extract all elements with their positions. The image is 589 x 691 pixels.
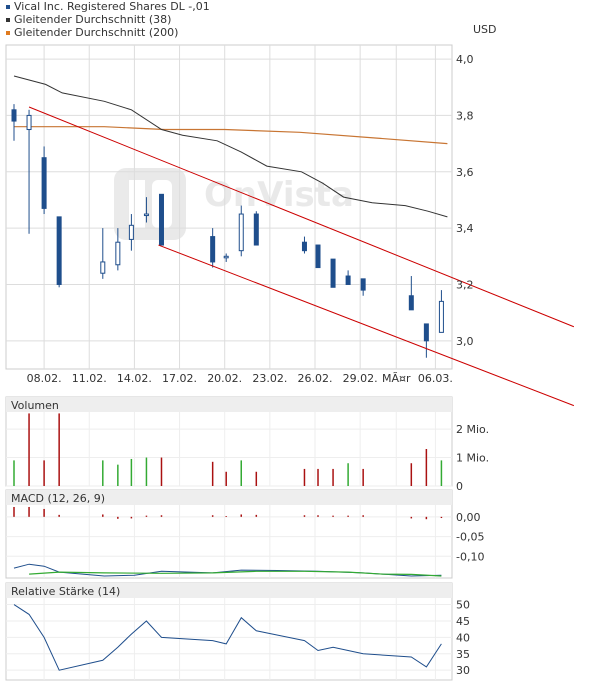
price-y-tick-label: 3,2 <box>456 278 474 291</box>
volume-y-tick-label: 1 Mio. <box>456 452 489 465</box>
trend-channel-lower <box>158 244 575 407</box>
chart-legend: Vical Inc. Registered Shares DL -,01 Gle… <box>5 0 405 39</box>
date-x-tick-label: 11.02. <box>72 372 107 385</box>
candle-body <box>210 236 216 263</box>
candle-body <box>301 241 307 252</box>
legend-label-price: Vical Inc. Registered Shares DL -,01 <box>14 0 210 13</box>
price-y-tick-label: 4,0 <box>456 53 474 66</box>
rsi-y-tick-label: 45 <box>456 615 470 628</box>
watermark-text: OnVista <box>204 175 354 215</box>
volume-y-tick-label: 2 Mio. <box>456 423 489 436</box>
macd-title-bar <box>6 490 452 505</box>
date-x-tick-label: 06.03. <box>418 372 453 385</box>
date-x-tick-label: 08.02. <box>27 372 62 385</box>
volume-panel-title: Volumen <box>11 399 59 412</box>
candle-body <box>315 244 321 269</box>
date-x-tick-label: 17.02. <box>162 372 197 385</box>
legend-swatch-ma200 <box>6 30 10 35</box>
candle-body <box>11 109 17 122</box>
price-y-tick-label: 3,8 <box>456 109 474 122</box>
rsi-panel-title: Relative Stärke (14) <box>11 585 120 598</box>
date-x-tick-label: 29.02. <box>343 372 378 385</box>
rsi-y-tick-label: 35 <box>456 648 470 661</box>
legend-swatch-ma38 <box>6 17 10 22</box>
macd-panel-title: MACD (12, 26, 9) <box>11 492 105 505</box>
currency-label: USD <box>473 23 497 36</box>
candle-body <box>128 224 134 240</box>
candle-body <box>115 241 121 266</box>
macd-y-tick-label: 0,00 <box>456 511 481 524</box>
candle-body <box>253 213 259 246</box>
date-x-tick-label: 26.02. <box>298 372 333 385</box>
ma38-line <box>13 75 448 218</box>
price-y-tick-label: 3,0 <box>456 335 474 348</box>
candle-body <box>423 323 429 342</box>
rsi-y-tick-label: 40 <box>456 631 470 644</box>
candle-body <box>408 295 414 311</box>
volume-title-bar <box>6 397 452 412</box>
candle-body <box>56 216 62 285</box>
candle-body <box>100 261 106 274</box>
price-panel <box>5 44 453 370</box>
legend-entry-ma38: Gleitender Durchschnitt (38) <box>5 13 405 26</box>
macd-signal-line <box>29 570 442 577</box>
onvista-watermark: OnVista <box>114 168 354 240</box>
ma200-line <box>14 126 448 145</box>
candle-body <box>143 213 149 217</box>
date-x-tick-label: 23.02. <box>252 372 287 385</box>
candle-body <box>360 278 366 291</box>
legend-label-ma38: Gleitender Durchschnitt (38) <box>14 13 172 26</box>
legend-label-ma200: Gleitender Durchschnitt (200) <box>14 26 179 39</box>
candle-body <box>223 255 229 259</box>
candle-body <box>438 300 444 333</box>
price-y-tick-label: 3,4 <box>456 222 474 235</box>
date-x-tick-label: 20.02. <box>207 372 242 385</box>
candle-body <box>26 114 32 131</box>
candle-body <box>238 213 244 252</box>
candle-body <box>345 275 351 285</box>
rsi-line <box>13 604 442 671</box>
date-x-tick-label: 14.02. <box>117 372 152 385</box>
candle-body <box>158 193 164 246</box>
volume-y-tick-label: 0 <box>456 480 463 493</box>
legend-swatch-price <box>6 4 10 9</box>
legend-entry-price: Vical Inc. Registered Shares DL -,01 <box>5 0 405 13</box>
rsi-panel <box>5 582 453 681</box>
rsi-y-tick-label: 30 <box>456 664 470 677</box>
trend-channel-upper <box>28 106 575 328</box>
macd-y-tick-label: -0,05 <box>456 531 484 544</box>
price-y-tick-label: 3,6 <box>456 166 474 179</box>
macd-y-tick-label: -0,10 <box>456 550 484 563</box>
legend-entry-ma200: Gleitender Durchschnitt (200) <box>5 26 405 39</box>
rsi-title-bar <box>6 583 452 598</box>
rsi-y-tick-label: 50 <box>456 599 470 612</box>
candle-body <box>330 258 336 288</box>
candle-body <box>41 157 47 209</box>
date-x-tick-label: MÃ¤r <box>382 372 411 385</box>
